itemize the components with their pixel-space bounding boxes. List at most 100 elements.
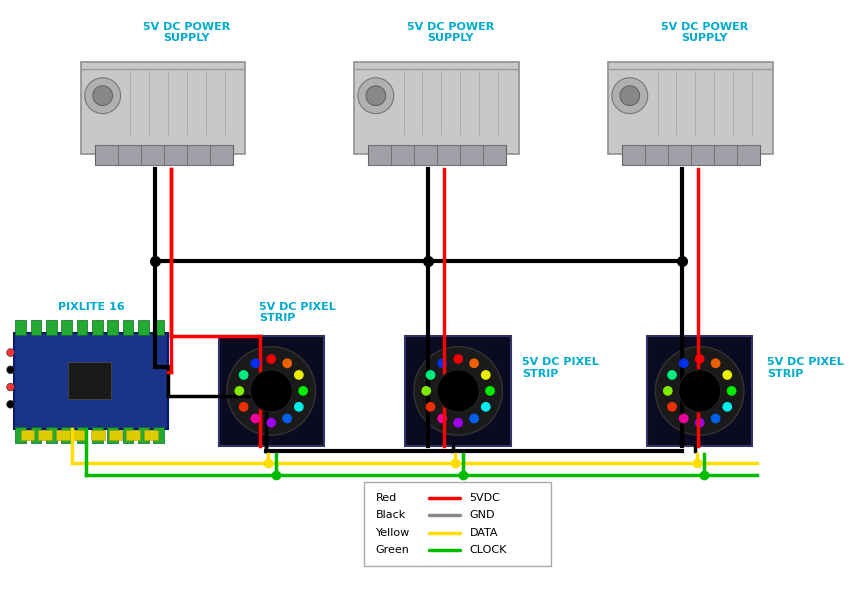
Text: 5V DC PIXEL
STRIP: 5V DC PIXEL STRIP (767, 358, 843, 379)
Circle shape (679, 414, 688, 423)
Text: Black: Black (375, 510, 406, 520)
Circle shape (283, 414, 292, 423)
Circle shape (469, 414, 479, 423)
Bar (123, 320, 134, 335)
Circle shape (7, 383, 14, 391)
Circle shape (7, 349, 14, 356)
Bar (15, 427, 26, 443)
Circle shape (694, 418, 705, 427)
Circle shape (612, 78, 648, 114)
Bar (647, 336, 752, 446)
Bar (73, 430, 87, 440)
Bar (20, 430, 34, 440)
Bar (56, 430, 70, 440)
Bar (61, 427, 72, 443)
FancyBboxPatch shape (608, 62, 773, 154)
Circle shape (426, 402, 436, 411)
Text: GND: GND (470, 510, 495, 520)
Circle shape (655, 346, 744, 435)
Circle shape (239, 370, 248, 380)
Circle shape (437, 358, 447, 368)
Bar (109, 430, 123, 440)
Circle shape (485, 386, 495, 396)
Text: 5V DC PIXEL
STRIP: 5V DC PIXEL STRIP (259, 302, 335, 323)
Circle shape (414, 346, 502, 435)
Bar (107, 427, 118, 443)
Text: 5V DC PIXEL
STRIP: 5V DC PIXEL STRIP (523, 358, 599, 379)
Circle shape (667, 402, 677, 411)
Circle shape (437, 414, 447, 423)
Bar (107, 320, 118, 335)
Circle shape (358, 78, 394, 114)
Bar (144, 430, 157, 440)
Bar (92, 427, 103, 443)
Circle shape (481, 402, 491, 411)
Circle shape (239, 402, 248, 411)
Bar (31, 320, 42, 335)
Circle shape (227, 346, 316, 435)
Bar (405, 336, 511, 446)
Circle shape (283, 358, 292, 368)
Circle shape (85, 78, 121, 114)
Bar (46, 427, 57, 443)
Bar (68, 362, 111, 398)
Circle shape (454, 354, 463, 364)
Bar (91, 430, 105, 440)
Circle shape (266, 418, 276, 427)
Bar (153, 320, 164, 335)
Circle shape (722, 370, 732, 380)
Circle shape (7, 366, 14, 374)
Circle shape (93, 86, 112, 105)
Bar (123, 427, 134, 443)
Circle shape (421, 386, 431, 396)
Bar (46, 320, 57, 335)
Circle shape (437, 370, 479, 412)
Text: 5V DC POWER
SUPPLY: 5V DC POWER SUPPLY (407, 22, 494, 43)
Bar (368, 145, 506, 165)
Circle shape (663, 386, 672, 396)
Bar (126, 430, 140, 440)
Circle shape (679, 358, 688, 368)
Circle shape (250, 358, 260, 368)
Circle shape (711, 414, 721, 423)
Bar (364, 482, 551, 567)
Text: Yellow: Yellow (375, 528, 410, 538)
FancyBboxPatch shape (354, 62, 518, 154)
Bar (92, 320, 103, 335)
Bar (14, 333, 168, 429)
Text: DATA: DATA (470, 528, 498, 538)
Bar (38, 430, 52, 440)
Circle shape (678, 370, 721, 412)
Circle shape (711, 358, 721, 368)
Circle shape (366, 86, 386, 105)
Circle shape (469, 358, 479, 368)
Text: Green: Green (375, 545, 409, 555)
Bar (77, 320, 88, 335)
Circle shape (426, 370, 436, 380)
Text: 5V DC POWER
SUPPLY: 5V DC POWER SUPPLY (661, 22, 748, 43)
Bar (15, 320, 26, 335)
FancyBboxPatch shape (81, 62, 245, 154)
Circle shape (694, 354, 705, 364)
Circle shape (454, 418, 463, 427)
Circle shape (620, 86, 640, 105)
Bar (77, 427, 88, 443)
Bar (138, 427, 149, 443)
Circle shape (250, 370, 293, 412)
Circle shape (722, 402, 732, 411)
Bar (138, 320, 149, 335)
Bar (94, 145, 233, 165)
Circle shape (294, 370, 304, 380)
Text: CLOCK: CLOCK (470, 545, 507, 555)
Circle shape (298, 386, 308, 396)
Circle shape (481, 370, 491, 380)
Bar (31, 427, 42, 443)
Bar (622, 145, 760, 165)
Bar (61, 320, 72, 335)
Text: 5V DC POWER
SUPPLY: 5V DC POWER SUPPLY (143, 22, 231, 43)
Text: PIXLITE 16: PIXLITE 16 (58, 302, 124, 312)
Bar (219, 336, 324, 446)
Bar (153, 427, 164, 443)
Circle shape (235, 386, 244, 396)
Circle shape (266, 354, 276, 364)
